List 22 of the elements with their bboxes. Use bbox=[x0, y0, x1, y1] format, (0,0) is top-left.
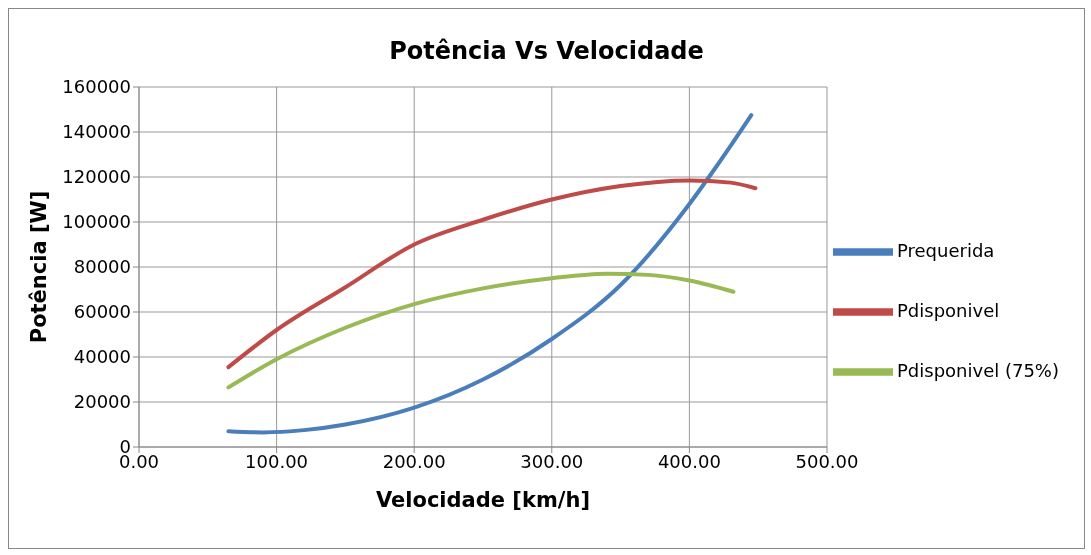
y-tick-label: 120000 bbox=[62, 166, 131, 188]
x-tick-label: 400.00 bbox=[657, 450, 721, 472]
x-axis-title: Velocidade [km/h] bbox=[375, 488, 591, 512]
x-tick-label: 100.00 bbox=[245, 450, 309, 472]
line-series bbox=[226, 271, 736, 390]
y-tick-label: 40000 bbox=[73, 346, 131, 368]
y-tick-label: 80000 bbox=[73, 256, 131, 278]
chart-title: Potência Vs Velocidade bbox=[388, 37, 705, 67]
y-tick-label: 20000 bbox=[73, 391, 131, 413]
legend-label: Pdisponivel bbox=[896, 300, 1000, 321]
legend-label: Prequerida bbox=[896, 240, 995, 261]
y-axis-title: Potência [W] bbox=[27, 190, 52, 344]
x-tick-label: 500.00 bbox=[795, 450, 859, 472]
legend-label: Pdisponivel (75%) bbox=[896, 360, 1059, 381]
y-tick-label: 60000 bbox=[73, 301, 131, 323]
line-series bbox=[226, 113, 754, 435]
line-series bbox=[226, 178, 758, 370]
y-tick-label: 100000 bbox=[62, 211, 131, 233]
y-tick-label: 140000 bbox=[62, 121, 131, 143]
y-tick-label: 160000 bbox=[62, 76, 131, 98]
x-tick-label: 200.00 bbox=[382, 450, 446, 472]
x-tick-label: 300.00 bbox=[520, 450, 584, 472]
